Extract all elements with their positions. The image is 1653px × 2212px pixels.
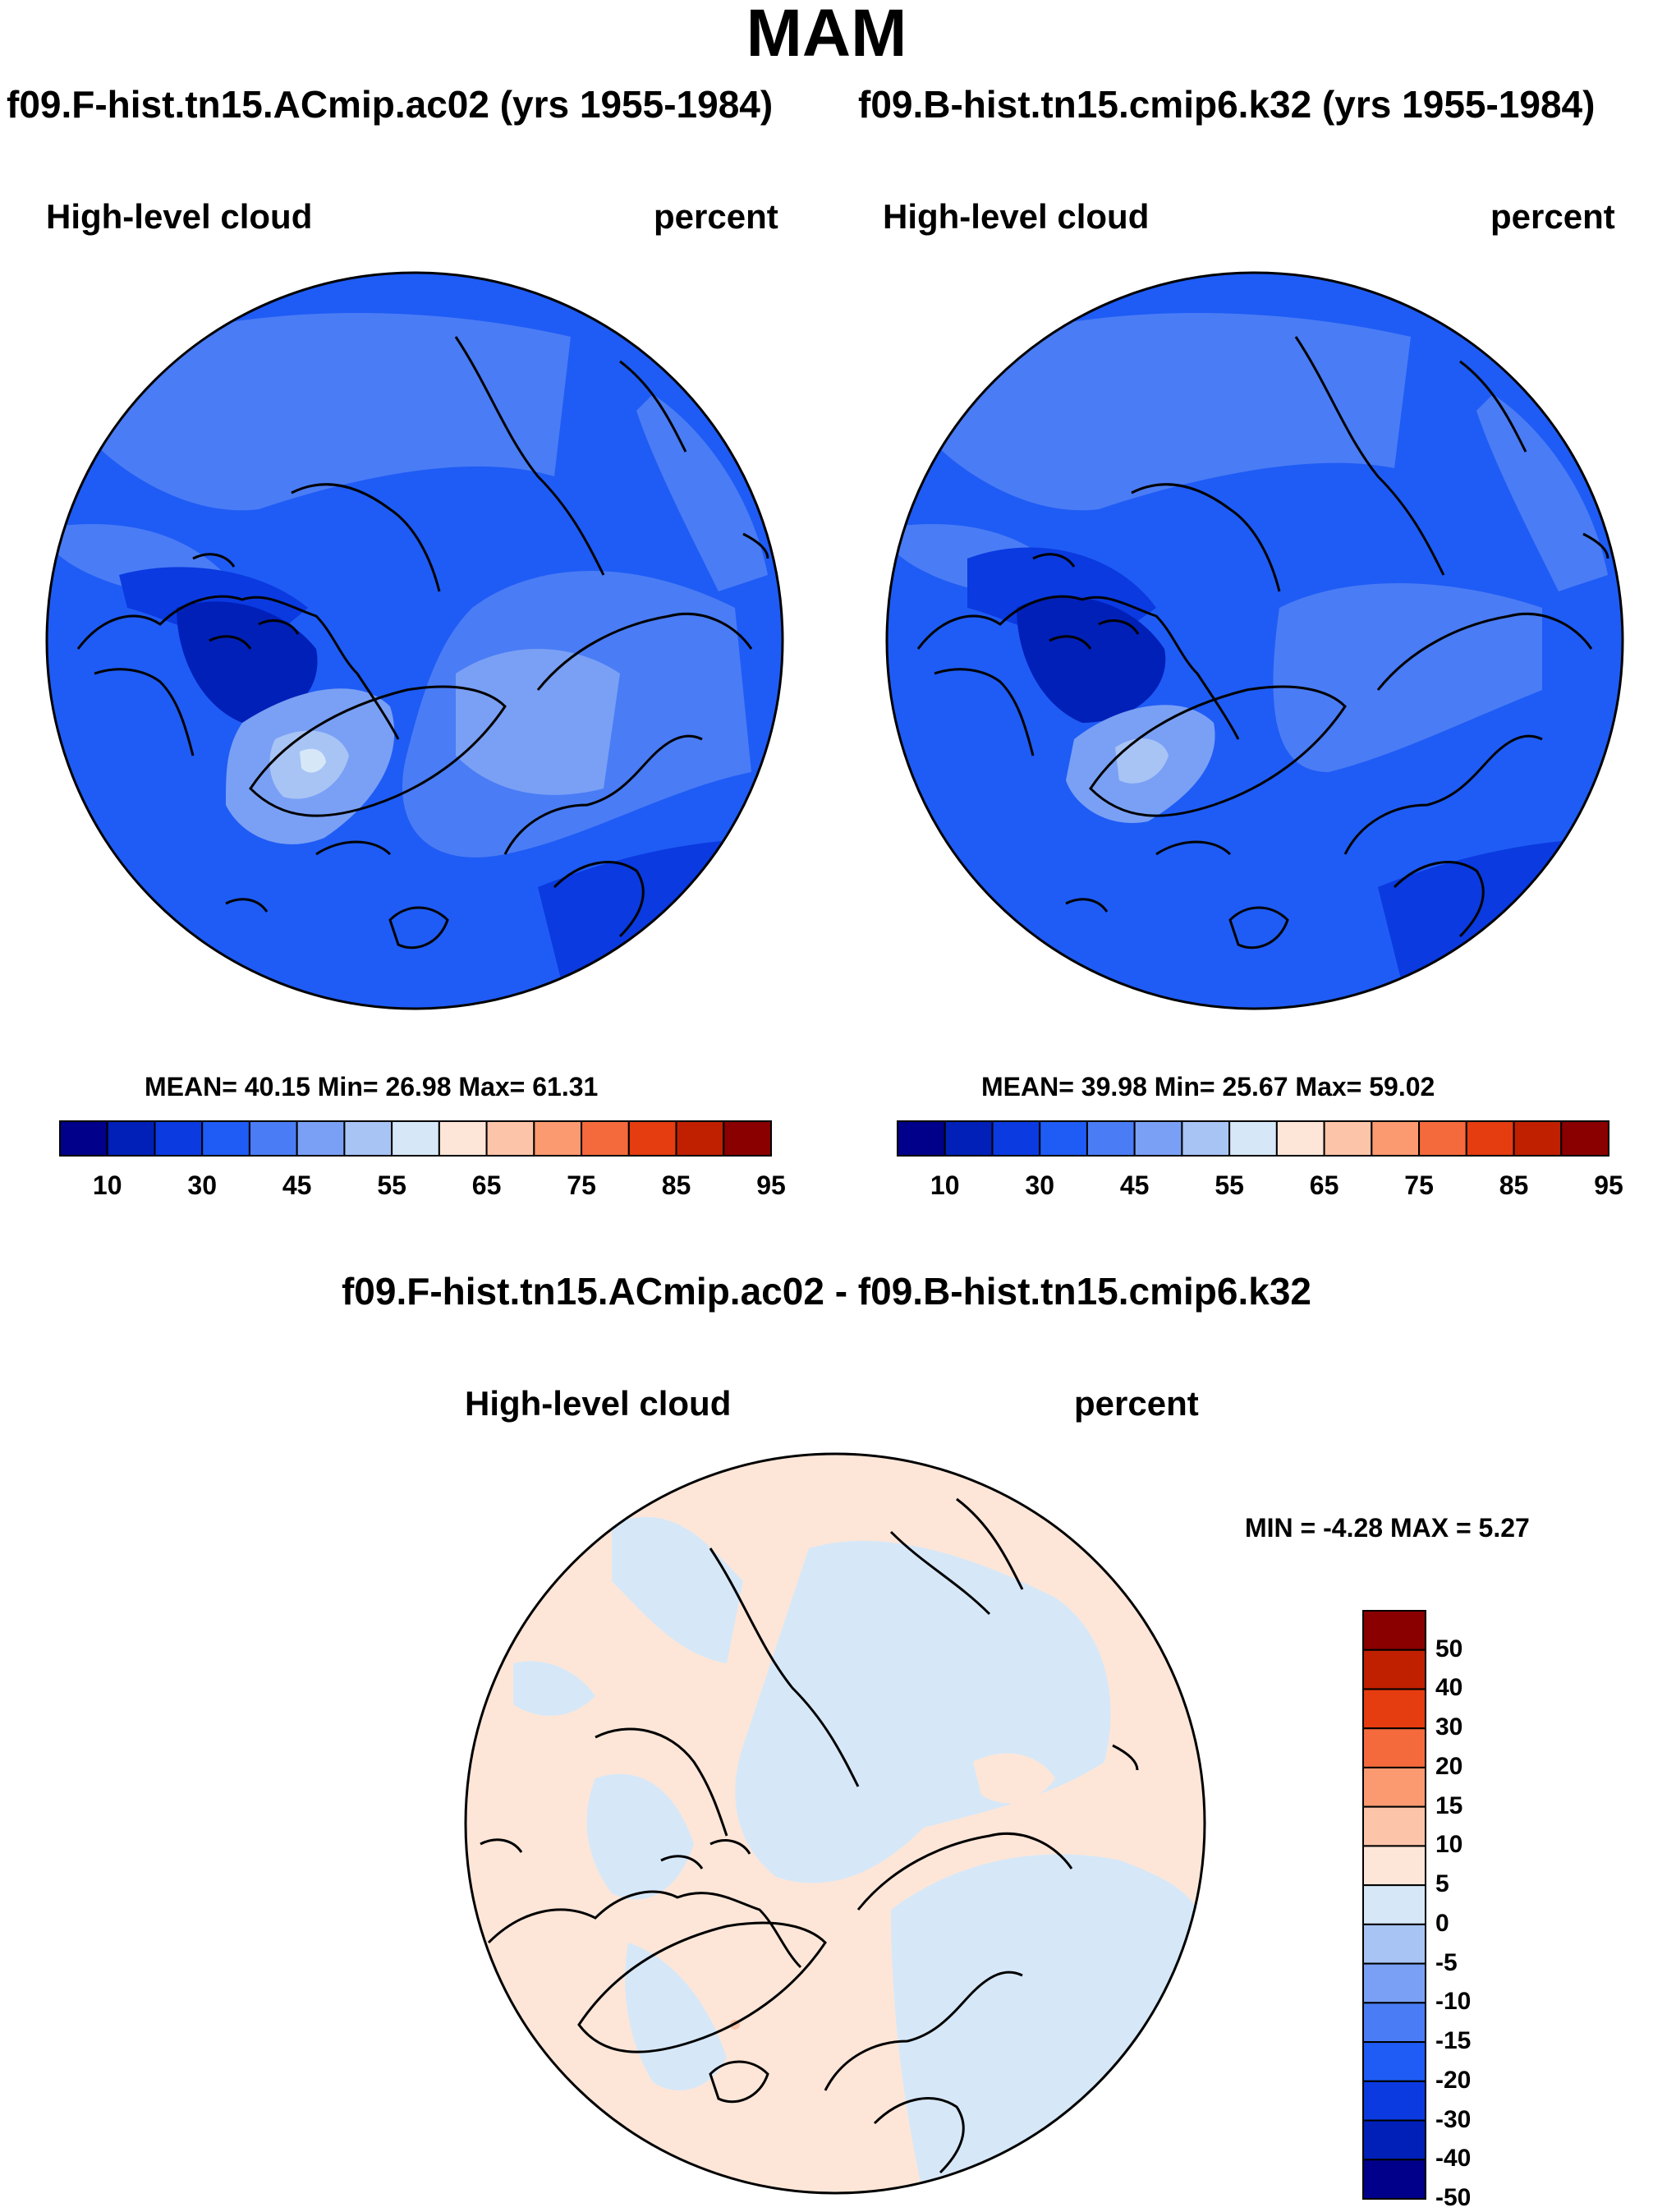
colorbar-swatch [723,1120,772,1157]
colorbar-swatch [1362,1727,1426,1768]
difference-variable-label: High-level cloud [465,1384,732,1423]
colorbar-tick-label: 45 [282,1170,312,1200]
panel1-stats: MEAN= 40.15 Min= 26.98 Max= 61.31 [145,1072,599,1101]
colorbar-tick-label: 85 [1499,1170,1529,1200]
colorbar-swatch [296,1120,346,1157]
colorbar-swatch [1362,1805,1426,1847]
colorbar-swatch [1362,1610,1426,1651]
panel2-polar-map [885,271,1624,1010]
colorbar-swatch [343,1120,393,1157]
colorbar-tick-label: 30 [1435,1713,1463,1741]
colorbar-swatch [1362,1688,1426,1730]
difference-units-label: percent [1074,1384,1199,1423]
panel1-case-title: f09.F-hist.tn15.ACmip.ac02 (yrs 1955-198… [7,83,774,126]
colorbar-swatch [248,1120,298,1157]
colorbar-swatch [1362,2002,1426,2044]
colorbar-swatch [1228,1120,1278,1157]
difference-stats: MIN = -4.28 MAX = 5.27 [1245,1513,1530,1543]
season-title: MAM [746,0,907,71]
colorbar-swatch [1362,1884,1426,1925]
colorbar-tick-label: 55 [377,1170,406,1200]
colorbar-tick-label: 0 [1435,1909,1449,1937]
colorbar-swatch [1362,2159,1426,2200]
colorbar-swatch [106,1120,156,1157]
colorbar-swatch [1086,1120,1136,1157]
colorbar-tick-label: 10 [92,1170,122,1200]
colorbar-swatch [1362,1649,1426,1690]
colorbar-tick-label: 10 [930,1170,960,1200]
colorbar-swatch [1323,1120,1373,1157]
panel2-stats: MEAN= 39.98 Min= 25.67 Max= 59.02 [981,1072,1435,1101]
colorbar-swatch [627,1120,677,1157]
colorbar-swatch [154,1120,204,1157]
colorbar-tick-label: -40 [1435,2145,1472,2173]
colorbar-tick-label: 30 [187,1170,217,1200]
colorbar-swatch [1362,2119,1426,2161]
panel1-colorbar [59,1120,772,1157]
colorbar-tick-label: 50 [1435,1635,1463,1662]
colorbar-swatch [1362,1766,1426,1808]
colorbar-tick-label: 45 [1119,1170,1150,1200]
difference-colorbar [1362,1610,1426,2200]
colorbar-tick-label: 40 [1435,1674,1463,1702]
colorbar-swatch [1362,1923,1426,1965]
panel2-units-label: percent [1490,197,1615,236]
panel2-colorbar [897,1120,1609,1157]
difference-polar-map [464,1452,1206,2195]
colorbar-swatch [1560,1120,1609,1157]
colorbar-swatch [391,1120,440,1157]
colorbar-swatch [581,1120,630,1157]
colorbar-tick-label: -50 [1435,2184,1472,2211]
colorbar-tick-label: 65 [1309,1170,1339,1200]
colorbar-swatch [438,1120,488,1157]
colorbar-tick-label: 75 [1404,1170,1434,1200]
colorbar-swatch [675,1120,725,1157]
colorbar-tick-label: 10 [1435,1831,1463,1859]
colorbar-tick-label: -10 [1435,1988,1472,2016]
colorbar-swatch [991,1120,1041,1157]
colorbar-tick-label: 85 [661,1170,691,1200]
colorbar-swatch [485,1120,535,1157]
colorbar-tick-label: 30 [1025,1170,1054,1200]
difference-title: f09.F-hist.tn15.ACmip.ac02 - f09.B-hist.… [341,1270,1312,1313]
colorbar-tick-label: 75 [567,1170,596,1200]
colorbar-tick-label: -15 [1435,2027,1472,2055]
panel2-variable-label: High-level cloud [883,197,1150,236]
panel1-units-label: percent [654,197,778,236]
panel1-polar-map [45,271,784,1010]
colorbar-swatch [201,1120,250,1157]
colorbar-swatch [897,1120,946,1157]
colorbar-swatch [1039,1120,1088,1157]
colorbar-tick-label: 65 [471,1170,502,1200]
colorbar-tick-label: 95 [756,1170,786,1200]
panel1-variable-label: High-level cloud [46,197,313,236]
colorbar-tick-label: 55 [1214,1170,1244,1200]
colorbar-tick-label: 5 [1435,1870,1449,1898]
colorbar-tick-label: -20 [1435,2066,1472,2094]
colorbar-swatch [533,1120,583,1157]
colorbar-tick-label: 20 [1435,1752,1463,1780]
colorbar-swatch [1513,1120,1563,1157]
colorbar-swatch [1371,1120,1421,1157]
colorbar-tick-label: -5 [1435,1948,1458,1976]
colorbar-swatch [1362,2080,1426,2122]
colorbar-swatch [1418,1120,1467,1157]
colorbar-swatch [944,1120,994,1157]
colorbar-swatch [1275,1120,1325,1157]
colorbar-tick-label: 15 [1435,1791,1463,1819]
colorbar-tick-label: -30 [1435,2105,1472,2133]
colorbar-swatch [1133,1120,1183,1157]
colorbar-swatch [1362,1962,1426,2004]
panel2-case-title: f09.B-hist.tn15.cmip6.k32 (yrs 1955-1984… [858,83,1596,126]
colorbar-swatch [59,1120,108,1157]
colorbar-swatch [1465,1120,1515,1157]
colorbar-swatch [1362,1845,1426,1887]
colorbar-swatch [1181,1120,1231,1157]
colorbar-swatch [1362,2041,1426,2082]
colorbar-tick-label: 95 [1594,1170,1623,1200]
